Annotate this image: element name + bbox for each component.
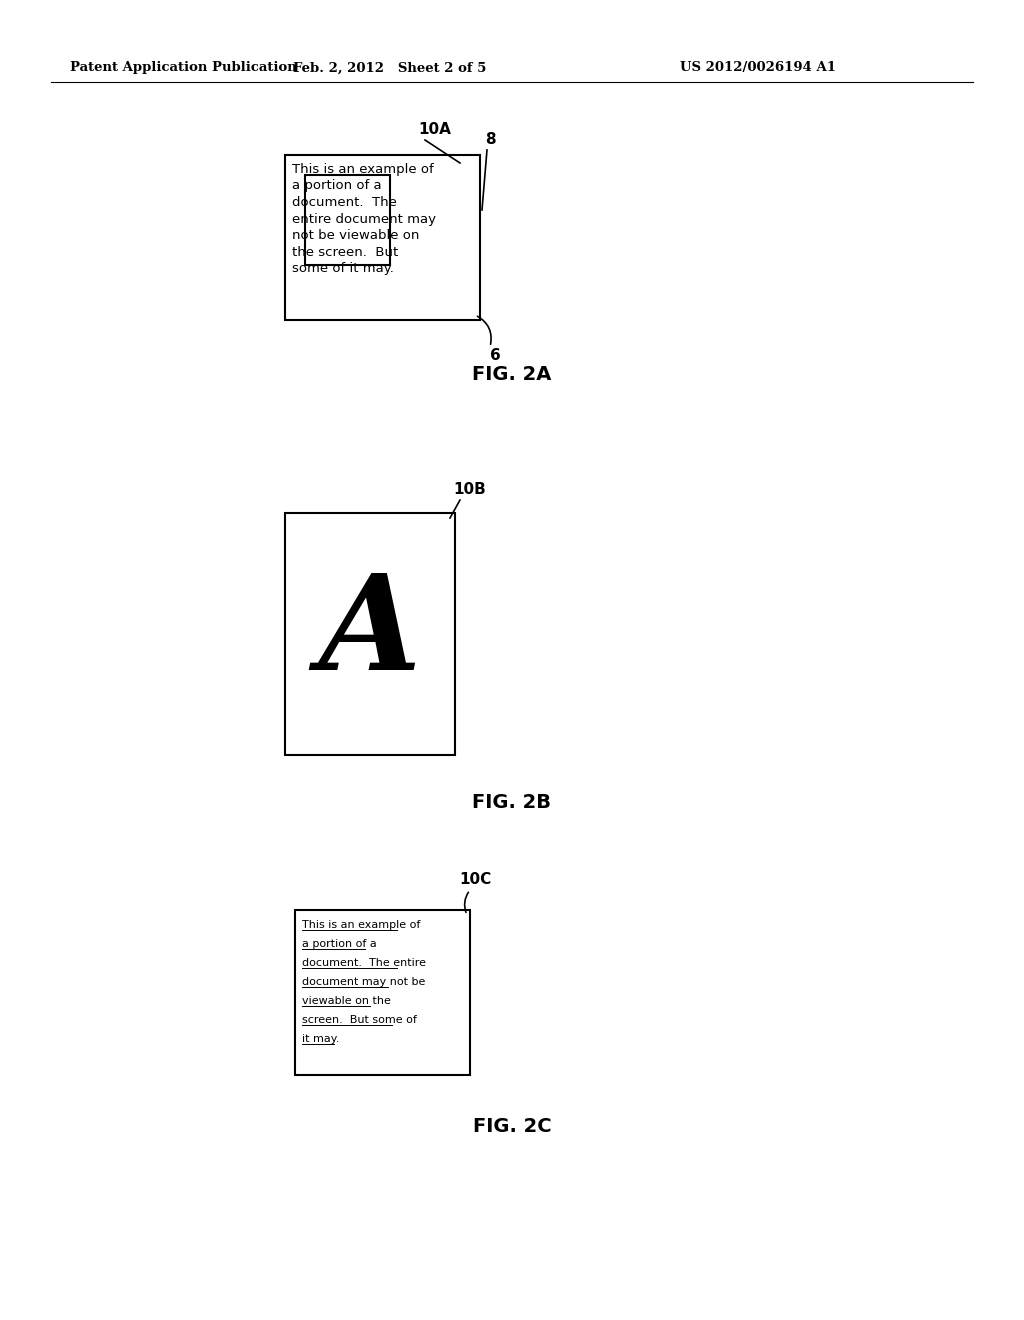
Text: This is an example of: This is an example of bbox=[302, 920, 421, 931]
Text: 6: 6 bbox=[489, 347, 501, 363]
Text: 10A: 10A bbox=[419, 123, 452, 137]
Text: document may not be: document may not be bbox=[302, 977, 425, 987]
Bar bbox=[295, 909, 470, 1074]
Text: viewable on the: viewable on the bbox=[302, 997, 391, 1006]
Text: it may.: it may. bbox=[302, 1034, 339, 1044]
Text: 10C: 10C bbox=[459, 873, 492, 887]
Bar bbox=[285, 513, 455, 755]
Text: This is an example of
a portion of a
document.  The
entire document may
not be v: This is an example of a portion of a doc… bbox=[292, 162, 436, 275]
Text: FIG. 2A: FIG. 2A bbox=[472, 366, 552, 384]
Text: document.  The entire: document. The entire bbox=[302, 958, 426, 968]
Bar bbox=[285, 154, 480, 319]
Text: A: A bbox=[318, 569, 421, 698]
Text: a portion of a: a portion of a bbox=[302, 939, 377, 949]
Text: 10B: 10B bbox=[454, 483, 486, 498]
Text: 8: 8 bbox=[484, 132, 496, 148]
Text: FIG. 2B: FIG. 2B bbox=[472, 793, 552, 813]
Text: screen.  But some of: screen. But some of bbox=[302, 1015, 417, 1026]
Text: Feb. 2, 2012   Sheet 2 of 5: Feb. 2, 2012 Sheet 2 of 5 bbox=[293, 62, 486, 74]
Bar bbox=[305, 176, 390, 265]
Text: US 2012/0026194 A1: US 2012/0026194 A1 bbox=[680, 62, 836, 74]
Text: FIG. 2C: FIG. 2C bbox=[473, 1118, 551, 1137]
Text: Patent Application Publication: Patent Application Publication bbox=[70, 62, 297, 74]
